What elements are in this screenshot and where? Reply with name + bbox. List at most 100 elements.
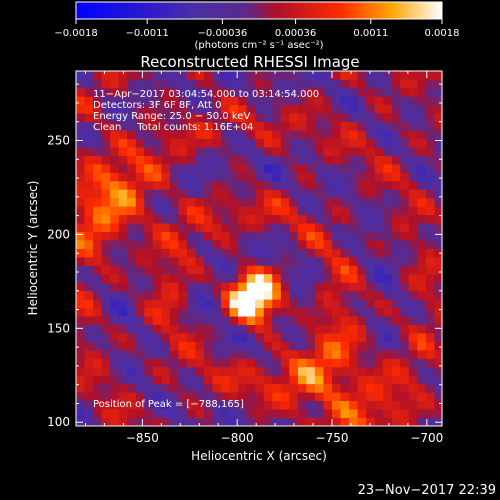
heatmap-cell [246, 307, 256, 317]
heatmap-cell [434, 316, 442, 325]
heatmap-cell [425, 256, 435, 266]
heatmap-cell [169, 333, 179, 342]
heatmap-cell [314, 87, 324, 97]
heatmap-cell [84, 341, 94, 351]
heatmap-cell [434, 366, 442, 376]
heatmap-cell [221, 155, 230, 165]
colorbar-tick-label: −0.0011 [125, 28, 168, 39]
heatmap-cell [204, 71, 213, 80]
heatmap-cell [238, 256, 248, 266]
heatmap-cell [76, 316, 85, 325]
heatmap-cell [186, 138, 196, 148]
heatmap-cell [408, 79, 418, 89]
heatmap-cell [340, 349, 350, 359]
heatmap-cell [204, 375, 213, 385]
heatmap-cell [255, 341, 265, 351]
heatmap-cell [263, 240, 273, 249]
heatmap-cell [297, 417, 307, 426]
heatmap-cell [280, 147, 290, 156]
heatmap-cell [297, 307, 307, 317]
plot-frame [75, 70, 443, 427]
heatmap-cell [340, 87, 350, 97]
heatmap-cell [110, 282, 120, 292]
heatmap-cell [374, 409, 384, 418]
heatmap-cell [118, 316, 128, 325]
heatmap-cell [374, 375, 384, 385]
heatmap-cell [178, 155, 188, 165]
heatmap-cell [332, 155, 341, 165]
heatmap-cell [417, 366, 427, 376]
heatmap-cell [425, 180, 435, 190]
heatmap-cell [323, 231, 333, 241]
heatmap-cell [118, 79, 128, 89]
heatmap-cell [332, 290, 341, 300]
heatmap-cell [221, 172, 230, 182]
heatmap-cell [417, 409, 427, 418]
heatmap-cell [195, 299, 205, 309]
heatmap-cell [229, 180, 239, 190]
heatmap-cell [152, 273, 162, 283]
heatmap-cell [76, 104, 85, 114]
heatmap-cell [127, 400, 137, 410]
heatmap-cell [110, 155, 120, 165]
heatmap-cell [263, 299, 273, 309]
heatmap-cell [212, 214, 222, 224]
heatmap-cell [289, 409, 299, 418]
heatmap-cell [349, 223, 359, 232]
heatmap-cell [366, 231, 376, 241]
heatmap-cell [178, 333, 188, 342]
heatmap-cell [161, 214, 171, 224]
heatmap-cell [195, 121, 205, 131]
heatmap-cell [76, 307, 85, 317]
heatmap-cell [212, 273, 222, 283]
heatmap-cell [272, 104, 282, 114]
heatmap-cell [84, 349, 94, 359]
heatmap-cell [161, 375, 171, 385]
heatmap-cell [195, 180, 205, 190]
y-tick-label: 250 [47, 133, 70, 147]
heatmap-cell [383, 409, 393, 418]
heatmap-cell [314, 366, 324, 376]
heatmap-cell [186, 155, 196, 165]
heatmap-cell [263, 180, 273, 190]
heatmap-cell [135, 307, 145, 317]
heatmap-cell [127, 299, 137, 309]
heatmap-cell [221, 299, 230, 309]
heatmap-cell [434, 189, 442, 199]
heatmap-cell [84, 383, 94, 393]
chart-title: Reconstructed RHESSI Image [140, 53, 359, 71]
heatmap-cell [161, 104, 171, 114]
heatmap-cell [118, 121, 128, 131]
heatmap-cell [93, 96, 102, 106]
heatmap-cell [221, 392, 230, 402]
colorbar-frame [75, 1, 443, 20]
heatmap-cell [383, 256, 393, 266]
heatmap-cell [101, 324, 111, 334]
heatmap-cell [229, 366, 239, 376]
heatmap-cell [84, 180, 94, 190]
heatmap-cell [152, 358, 162, 368]
heatmap-cell [204, 341, 213, 351]
heatmap-cell [280, 240, 290, 249]
heatmap-cell [144, 349, 154, 359]
heatmap-cell [127, 223, 137, 232]
heatmap-cell [135, 392, 145, 402]
heatmap-cell [169, 172, 179, 182]
heatmap-cell [186, 96, 196, 106]
heatmap-cell [135, 96, 145, 106]
heatmap-cell [272, 71, 282, 80]
heatmap-cell [323, 130, 333, 140]
heatmap-cell [135, 113, 145, 123]
heatmap-cell [169, 189, 179, 199]
heatmap-cell [332, 248, 341, 258]
heatmap-cell [76, 282, 85, 292]
heatmap-cell [93, 282, 102, 292]
heatmap-cell [425, 383, 435, 393]
heatmap-cell [332, 189, 341, 199]
heatmap-cell [272, 79, 282, 89]
heatmap-cell [314, 240, 324, 249]
heatmap-cell [374, 273, 384, 283]
heatmap-cell [195, 248, 205, 258]
heatmap-cell [127, 341, 137, 351]
heatmap-cell [229, 400, 239, 410]
